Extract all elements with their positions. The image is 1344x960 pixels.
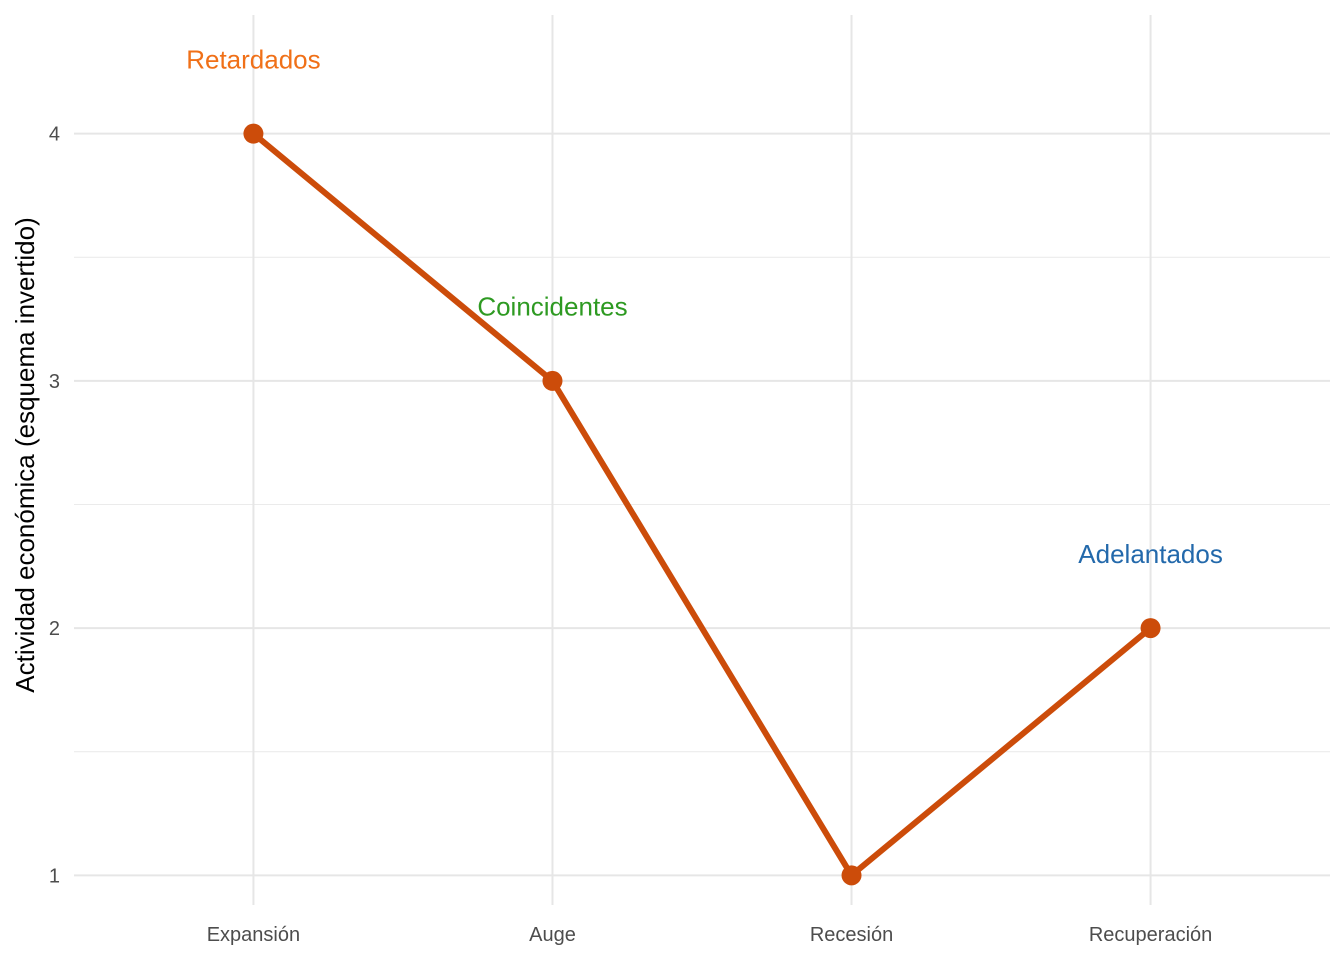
x-tick-label: Auge	[529, 924, 576, 946]
series-line	[250, 130, 1154, 879]
y-axis-tick-labels: 1 2 3 4	[49, 124, 60, 888]
annotation-label: Adelantados	[1078, 539, 1223, 569]
data-point	[243, 123, 264, 144]
major-gridlines	[74, 15, 1330, 905]
x-tick-label: Expansión	[207, 924, 300, 946]
x-tick-label: Recesión	[810, 924, 893, 946]
y-tick-label: 4	[49, 124, 60, 146]
y-axis-title: Actividad económica (esquema invertido)	[10, 217, 40, 692]
y-tick-label: 2	[49, 618, 60, 640]
data-point	[1140, 618, 1161, 639]
annotation-label: Coincidentes	[477, 292, 627, 322]
x-tick-label: Recuperación	[1089, 924, 1212, 946]
x-axis-tick-labels: Expansión Auge Recesión Recuperación	[207, 924, 1213, 946]
y-tick-label: 1	[49, 865, 60, 887]
data-point	[542, 370, 563, 391]
y-tick-label: 3	[49, 371, 60, 393]
annotation-label: Retardados	[186, 45, 320, 75]
data-point	[841, 865, 862, 886]
points-layer	[243, 123, 1161, 886]
minor-gridlines	[74, 256, 1330, 753]
annotation-layer: Retardados Coincidentes Adelantados	[186, 45, 1223, 569]
series-layer	[250, 130, 1154, 879]
